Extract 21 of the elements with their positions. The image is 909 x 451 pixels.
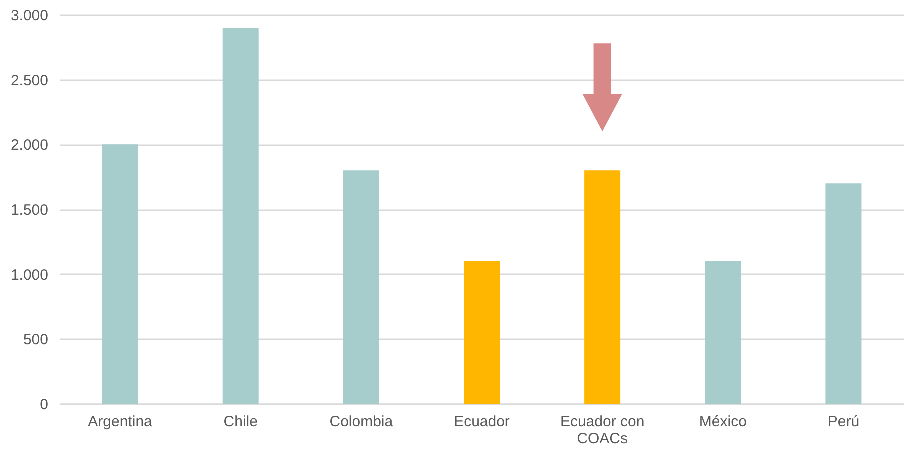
- x-tick-label: México: [699, 414, 747, 430]
- bar: [826, 184, 862, 404]
- bar: [464, 261, 500, 404]
- y-tick-label: 0: [40, 396, 48, 414]
- x-tick-label: Chile: [224, 414, 258, 430]
- x-tick-label: Colombia: [330, 414, 394, 430]
- bar: [705, 261, 742, 404]
- y-tick-label: 3.000: [10, 8, 48, 24]
- y-tick-label: 2.500: [10, 72, 48, 90]
- y-tick-label: 1.500: [10, 202, 48, 219]
- x-tick-label: Ecuador: [454, 414, 510, 430]
- x-tick-label: Ecuador con COACs: [560, 414, 645, 448]
- bar: [222, 28, 259, 404]
- bar: [102, 144, 138, 404]
- x-tick-label: Perú: [828, 414, 860, 430]
- y-tick-label: 1.000: [10, 266, 48, 284]
- y-tick-label: 2.000: [10, 137, 48, 154]
- bar: [343, 170, 380, 404]
- bar: [584, 170, 621, 404]
- y-tick-label: 500: [23, 332, 48, 349]
- x-tick-label: Argentina: [88, 414, 154, 430]
